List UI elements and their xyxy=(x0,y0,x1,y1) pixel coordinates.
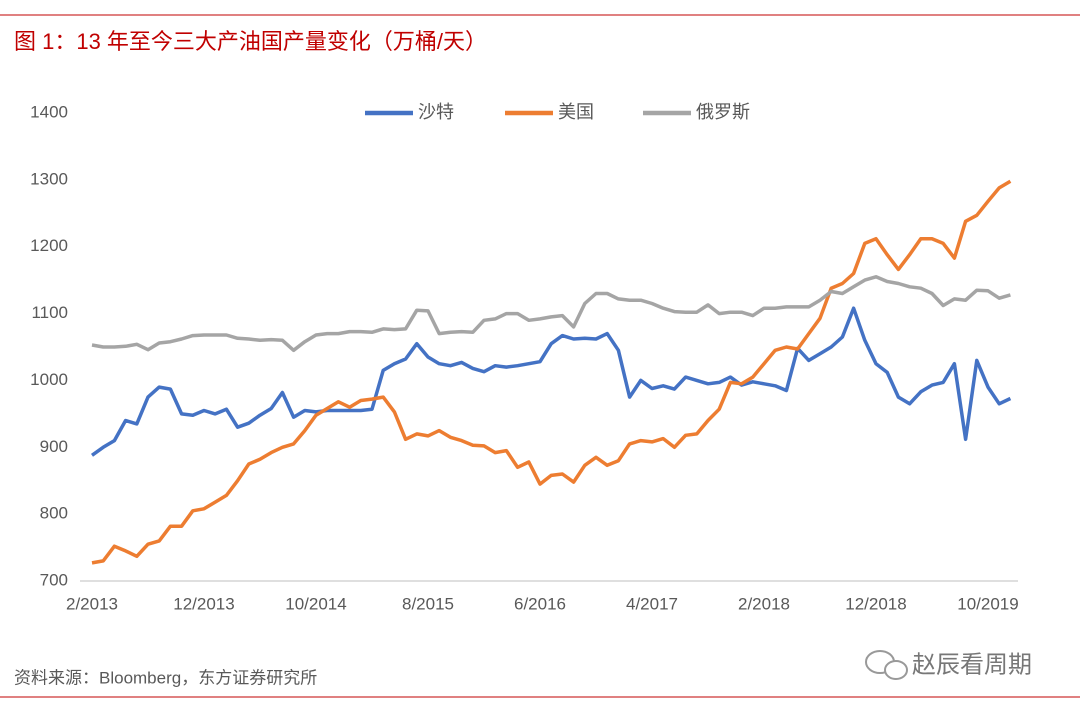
legend-label: 俄罗斯 xyxy=(696,102,750,122)
x-tick-label: 12/2018 xyxy=(845,594,906,613)
series-line xyxy=(91,275,1011,353)
watermark-icon xyxy=(865,650,908,680)
x-tick-label: 2/2013 xyxy=(66,594,118,613)
y-tick-label: 700 xyxy=(40,570,68,589)
x-tick-label: 4/2017 xyxy=(626,594,678,613)
legend-label: 沙特 xyxy=(418,102,454,122)
y-tick-label: 1400 xyxy=(30,102,68,121)
x-tick-label: 2/2018 xyxy=(738,594,790,613)
y-tick-label: 1200 xyxy=(30,236,68,255)
source-note: 资料来源：Bloomberg，东方证券研究所 xyxy=(14,668,317,687)
legend-label: 美国 xyxy=(558,102,594,122)
y-tick-label: 1300 xyxy=(30,169,68,188)
x-tick-label: 8/2015 xyxy=(402,594,454,613)
y-tick-label: 800 xyxy=(40,504,68,523)
x-tick-label: 12/2013 xyxy=(173,594,234,613)
x-tick-label: 10/2014 xyxy=(285,594,346,613)
y-tick-label: 1100 xyxy=(31,303,68,322)
y-tick-label: 1000 xyxy=(30,370,68,389)
y-tick-label: 900 xyxy=(40,437,68,456)
series-line xyxy=(90,306,1012,457)
chart-title: 图 1：13 年至今三大产油国产量变化（万桶/天） xyxy=(14,29,487,54)
series-line xyxy=(91,179,1012,565)
watermark: 赵辰看周期 xyxy=(912,651,1032,678)
x-tick-label: 6/2016 xyxy=(514,594,566,613)
x-tick-label: 10/2019 xyxy=(957,594,1018,613)
